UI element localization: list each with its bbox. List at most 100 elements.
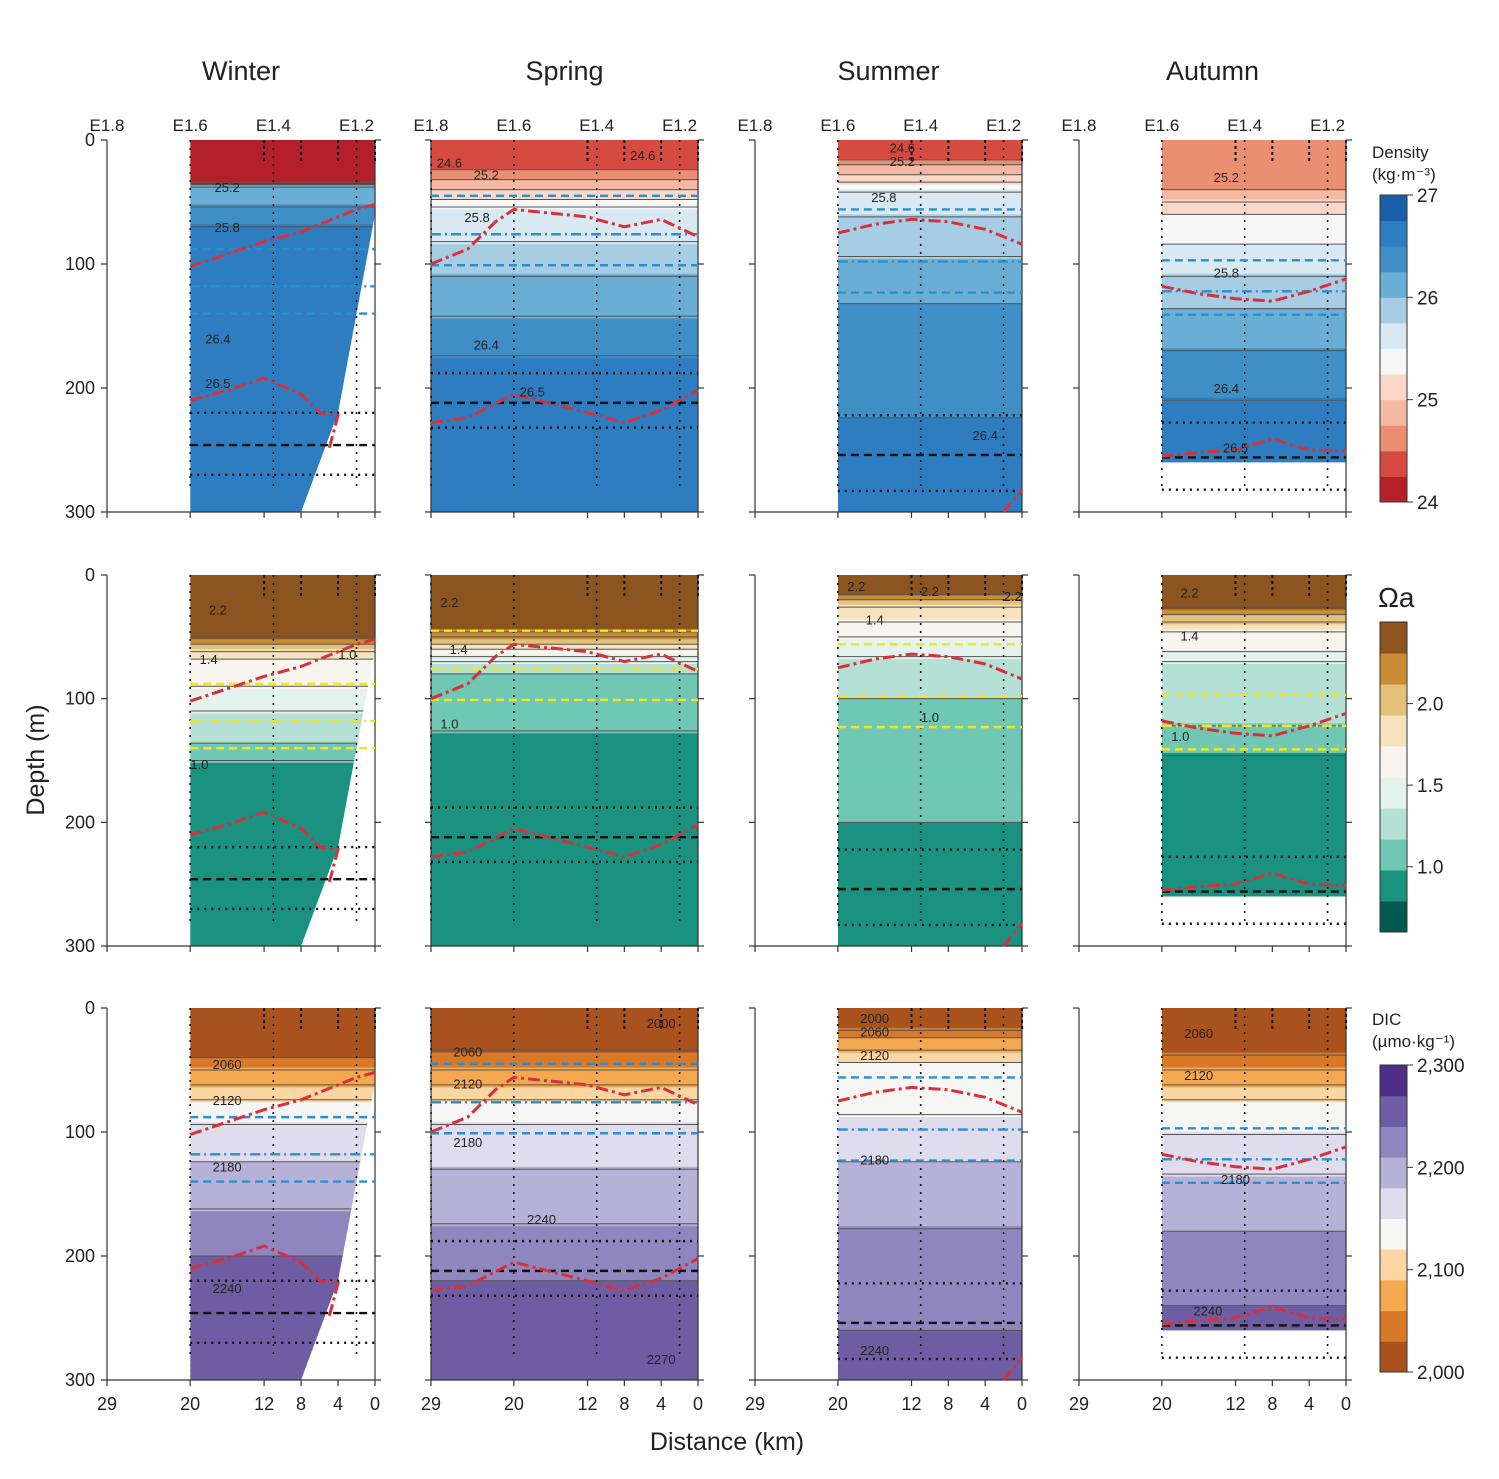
contour-label: 2000 — [647, 1016, 676, 1031]
contour-band — [1161, 447, 1346, 454]
contour-band — [431, 802, 698, 809]
contour-band — [431, 1375, 698, 1380]
colorbar-swatch — [1380, 271, 1407, 298]
contour-band — [190, 797, 375, 804]
contour-band — [1161, 417, 1346, 424]
contour-band — [431, 604, 698, 611]
contour-label: 26.5 — [520, 385, 545, 400]
y-tick-label: 300 — [65, 1370, 95, 1390]
contour-band — [837, 1241, 1022, 1247]
contour-band — [1161, 1136, 1346, 1143]
colorbar-swatch — [1380, 297, 1407, 324]
contour-band — [1161, 194, 1346, 201]
contour-band — [837, 941, 1022, 946]
contour-band — [837, 1335, 1022, 1341]
contour-band — [1161, 728, 1346, 734]
contour-band — [190, 1370, 375, 1376]
contour-band — [1161, 353, 1346, 359]
x-tick-label: 20 — [180, 1394, 200, 1414]
contour-band — [431, 1087, 698, 1093]
contour-band — [837, 1256, 1022, 1262]
contour-band — [431, 624, 698, 631]
contour-band — [190, 609, 375, 616]
contour-band — [837, 164, 1022, 171]
contour-band — [190, 422, 375, 429]
contour-band — [190, 926, 375, 932]
contour-band — [1161, 214, 1346, 220]
station-label: E1.2 — [662, 116, 697, 135]
contour-band — [431, 1176, 698, 1183]
contour-band — [837, 472, 1022, 478]
contour-band — [431, 1008, 698, 1014]
contour-band — [431, 1117, 698, 1123]
contour-band — [431, 856, 698, 863]
contour-band — [190, 852, 375, 858]
contour-band — [837, 693, 1022, 700]
colorbar-swatch — [1380, 870, 1407, 902]
contour-band — [190, 407, 375, 414]
contour-band — [1161, 1181, 1346, 1188]
contour-band — [431, 1107, 698, 1113]
contour-band — [190, 703, 375, 710]
contour-band — [1161, 209, 1346, 215]
contour-band — [1161, 249, 1346, 255]
colorbar-units: (kg·m⁻³) — [1372, 165, 1436, 184]
contour-band — [837, 575, 1022, 581]
contour-band — [431, 891, 698, 898]
contour-band — [1161, 1201, 1346, 1207]
isopycnal-upper — [837, 217, 1023, 246]
contour-band — [190, 718, 375, 724]
contour-band — [431, 169, 698, 176]
contour-band — [837, 1008, 1022, 1014]
contour-band — [190, 293, 375, 300]
contour-band — [190, 837, 375, 843]
panel-density-winter: 25.2 25.8 26.4 26.5 0 100 200 300 E1.8 E1.6 E1.4 E1… — [65, 116, 381, 522]
contour-band — [190, 1231, 375, 1237]
contour-band — [837, 1127, 1022, 1133]
colorbar-swatch — [1380, 746, 1407, 778]
contour-band — [431, 1355, 698, 1361]
contour-label: 24.6 — [437, 155, 462, 170]
contour-band — [837, 1077, 1022, 1083]
contour-band — [1161, 388, 1346, 394]
contour-band — [837, 1216, 1022, 1222]
x-tick-label: 20 — [504, 1394, 524, 1414]
contour-band — [837, 1161, 1022, 1168]
contour-band — [190, 891, 375, 898]
contour-band — [431, 886, 698, 893]
contour-band — [1162, 1360, 1347, 1366]
contour-band — [190, 1141, 375, 1148]
contour-band — [431, 1201, 698, 1207]
contour-band — [837, 1107, 1022, 1113]
contour-band — [431, 812, 698, 818]
contour-band — [431, 673, 698, 680]
contour-band — [837, 1340, 1022, 1346]
contour-band — [1161, 797, 1346, 804]
contour-band — [837, 502, 1022, 508]
contour-band — [190, 856, 375, 863]
contour-band — [190, 594, 375, 601]
contour-band — [190, 1270, 375, 1277]
contour-band — [190, 268, 375, 275]
contour-band — [431, 827, 698, 833]
contour-band — [190, 437, 375, 444]
contour-band — [190, 1072, 375, 1079]
contour-band — [1161, 234, 1346, 240]
contour-band — [190, 502, 375, 508]
contour-band — [431, 683, 698, 690]
colorbar-swatch — [1380, 348, 1407, 375]
contour-band — [431, 762, 698, 769]
x-axis-title: Distance (km) — [650, 1428, 804, 1456]
contour-label: 26.4 — [973, 428, 998, 443]
contour-band — [190, 1077, 375, 1083]
contour-band — [837, 278, 1022, 285]
contour-label: 1.0 — [1171, 729, 1189, 744]
contour-band — [837, 268, 1022, 275]
contour-band — [431, 1112, 698, 1118]
contour-band — [190, 1196, 375, 1203]
contour-fill — [190, 575, 375, 946]
contour-band — [1161, 1270, 1346, 1277]
contour-band — [1161, 293, 1346, 300]
contour-band — [837, 614, 1022, 621]
contour-band — [190, 388, 375, 394]
